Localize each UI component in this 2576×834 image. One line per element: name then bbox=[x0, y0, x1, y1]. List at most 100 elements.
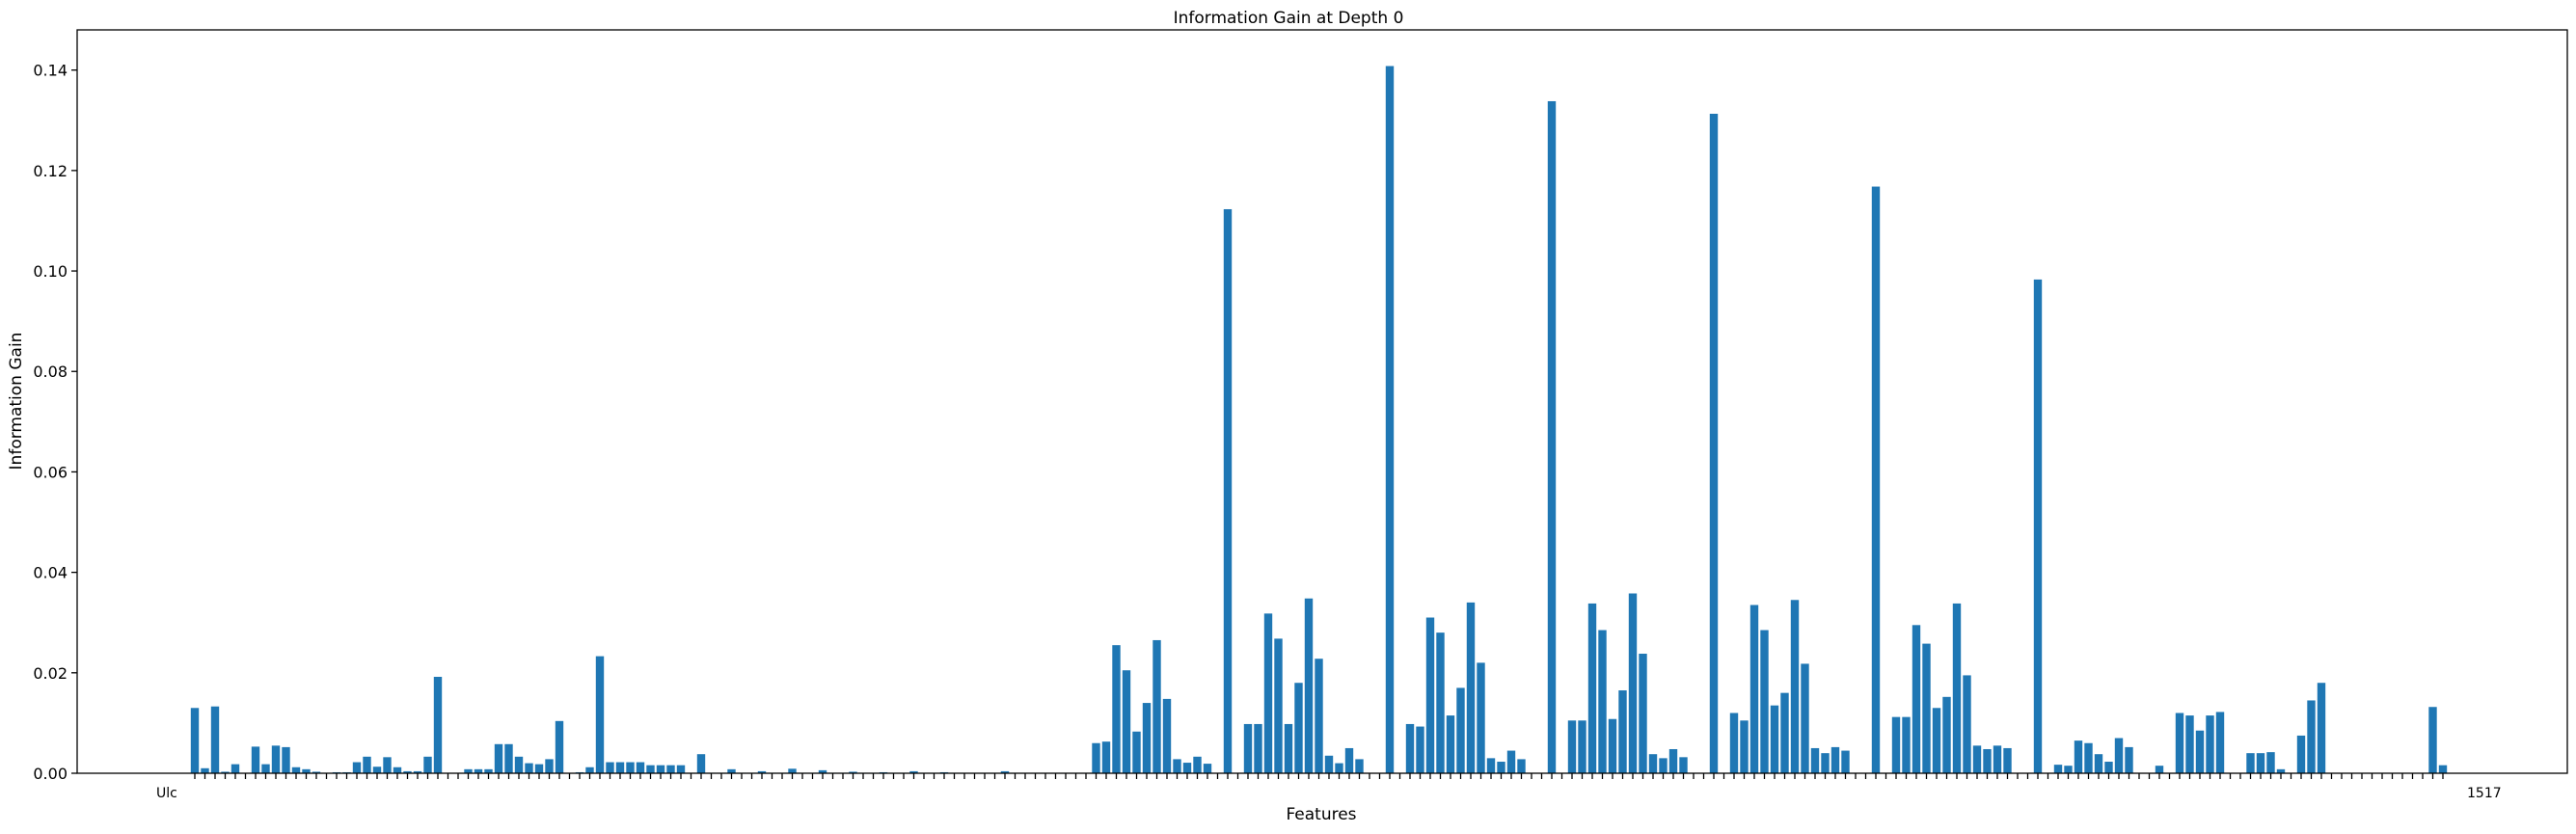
bar bbox=[484, 768, 493, 773]
bar bbox=[1456, 687, 1465, 773]
bar bbox=[909, 770, 918, 773]
bar bbox=[1922, 643, 1931, 773]
y-axis-label: Information Gain bbox=[7, 333, 26, 471]
bar bbox=[2296, 735, 2306, 773]
bar bbox=[1841, 750, 1850, 773]
bar bbox=[1416, 726, 1424, 773]
bar bbox=[1497, 762, 1505, 773]
bar bbox=[464, 768, 473, 773]
bar bbox=[1578, 720, 1586, 773]
bar bbox=[525, 763, 533, 773]
bar bbox=[312, 771, 321, 773]
bar bbox=[636, 762, 645, 773]
bar bbox=[230, 764, 240, 773]
bar bbox=[1315, 659, 1323, 773]
bar bbox=[1385, 66, 1395, 773]
bar bbox=[383, 757, 392, 773]
bar bbox=[2266, 752, 2275, 773]
bar bbox=[1932, 708, 1941, 773]
chart-title: Information Gain at Depth 0 bbox=[1174, 9, 1404, 28]
bar bbox=[849, 771, 857, 773]
bar bbox=[1486, 758, 1496, 773]
bars-group bbox=[190, 66, 2448, 774]
bar bbox=[221, 771, 230, 773]
bar bbox=[1436, 632, 1445, 773]
bar bbox=[1659, 758, 1668, 773]
bar bbox=[666, 765, 675, 773]
bar bbox=[1344, 747, 1354, 773]
bar bbox=[1709, 114, 1719, 773]
x-tick-label-first: Ulc bbox=[156, 786, 177, 801]
bar bbox=[413, 770, 422, 773]
bar bbox=[2003, 747, 2012, 773]
bar bbox=[1405, 723, 1415, 773]
bar bbox=[1821, 753, 1830, 773]
bar bbox=[2114, 738, 2124, 773]
bar bbox=[210, 706, 220, 773]
bar bbox=[1891, 716, 1901, 773]
bar bbox=[201, 767, 209, 773]
y-tick-label: 0.14 bbox=[33, 62, 68, 80]
bar bbox=[2074, 740, 2083, 773]
bar bbox=[1740, 720, 1749, 773]
bar bbox=[1963, 675, 1971, 773]
bar bbox=[818, 769, 827, 773]
bar bbox=[2125, 746, 2133, 773]
y-tick-label: 0.08 bbox=[33, 363, 68, 381]
y-tick-label: 0.00 bbox=[33, 765, 68, 783]
bar bbox=[433, 676, 443, 773]
bar bbox=[595, 656, 605, 773]
bar bbox=[1639, 654, 1647, 773]
bar bbox=[2033, 279, 2043, 773]
bar bbox=[1972, 745, 1982, 773]
bar bbox=[1952, 603, 1962, 773]
bar bbox=[2094, 754, 2103, 773]
bar bbox=[1567, 720, 1577, 773]
bar bbox=[1173, 759, 1181, 773]
bar bbox=[1425, 617, 1435, 773]
bar bbox=[696, 754, 706, 773]
bar bbox=[1628, 593, 1638, 773]
bar bbox=[2084, 742, 2093, 773]
bar bbox=[2064, 766, 2073, 773]
bar bbox=[2307, 700, 2316, 773]
bar bbox=[2246, 753, 2255, 773]
bar bbox=[514, 756, 524, 773]
bar bbox=[656, 765, 665, 773]
bar bbox=[2276, 768, 2286, 773]
bar bbox=[1274, 638, 1283, 773]
bar bbox=[2053, 765, 2063, 773]
bar bbox=[1993, 745, 2002, 773]
bar bbox=[1547, 100, 1557, 774]
bar bbox=[1294, 683, 1303, 773]
bar bbox=[555, 720, 564, 773]
bar bbox=[606, 762, 614, 773]
bar bbox=[1608, 718, 1617, 773]
bar bbox=[1477, 662, 1485, 773]
bar bbox=[1830, 746, 1840, 773]
y-tick-label: 0.04 bbox=[33, 564, 68, 582]
bar bbox=[2155, 766, 2164, 773]
bar bbox=[474, 768, 483, 773]
bar bbox=[1223, 208, 1233, 774]
x-tick-label-last: 1517 bbox=[2467, 786, 2502, 801]
bar bbox=[261, 764, 270, 773]
bar bbox=[1506, 750, 1516, 773]
bar bbox=[423, 756, 432, 773]
bar bbox=[2438, 765, 2448, 773]
bar bbox=[1770, 705, 1779, 773]
bar bbox=[727, 768, 736, 773]
bar bbox=[1263, 613, 1273, 773]
bar bbox=[676, 765, 686, 773]
bar bbox=[1203, 764, 1212, 773]
y-tick-label: 0.06 bbox=[33, 463, 68, 481]
bar bbox=[271, 745, 281, 773]
bar bbox=[363, 756, 371, 773]
bar bbox=[1760, 630, 1769, 773]
x-axis-label: Features bbox=[1286, 805, 1356, 824]
bar bbox=[1284, 723, 1293, 773]
bar bbox=[291, 767, 301, 773]
bar bbox=[2104, 762, 2113, 773]
bar bbox=[1243, 723, 1253, 773]
bar bbox=[1335, 763, 1343, 773]
